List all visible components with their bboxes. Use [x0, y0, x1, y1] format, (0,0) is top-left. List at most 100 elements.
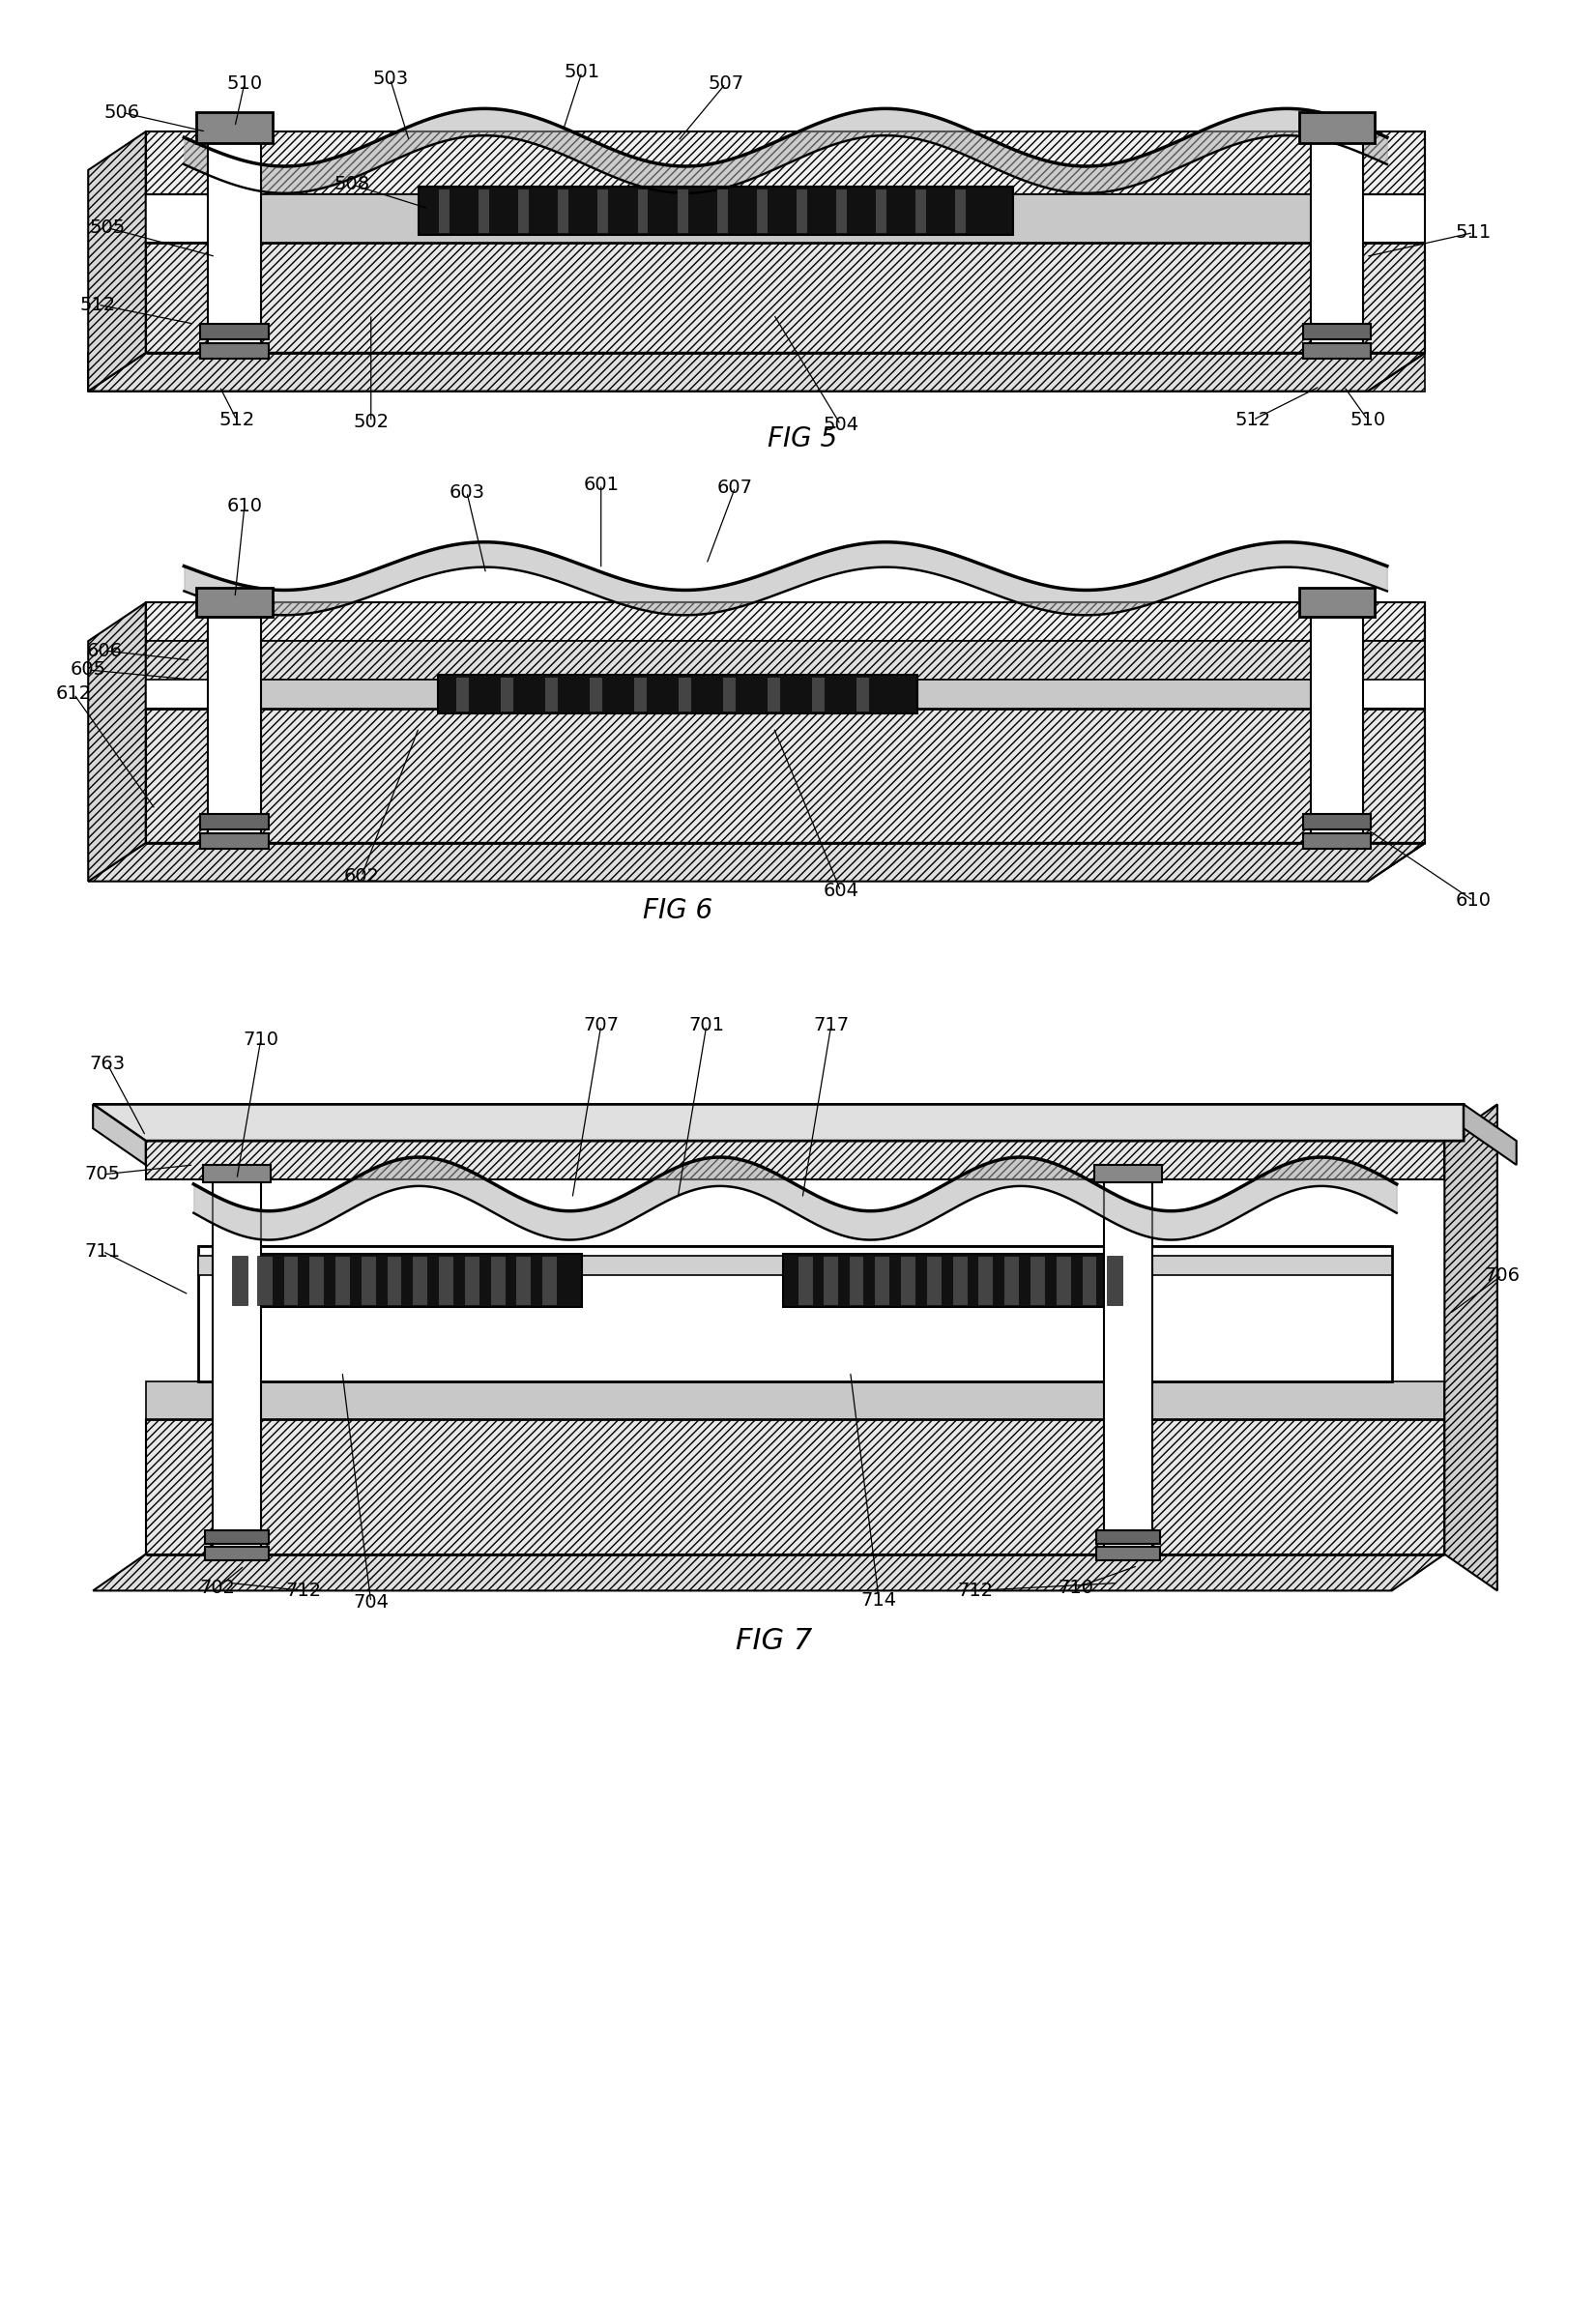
Bar	[201, 344, 268, 358]
Bar	[145, 242, 1425, 353]
Bar	[597, 188, 608, 232]
Polygon shape	[1464, 1104, 1516, 1164]
Bar	[386, 1257, 402, 1306]
Bar	[1029, 1257, 1045, 1306]
Text: 501: 501	[563, 63, 600, 81]
Text: 707: 707	[583, 1016, 619, 1034]
Polygon shape	[88, 353, 1425, 390]
Bar	[1302, 834, 1371, 848]
Text: FIG 5: FIG 5	[768, 425, 838, 453]
Bar	[1310, 123, 1363, 353]
Text: 610: 610	[1456, 892, 1491, 909]
Bar	[1080, 1257, 1096, 1306]
Bar	[145, 1420, 1444, 1555]
Bar	[835, 188, 847, 232]
Bar	[678, 676, 691, 711]
Bar	[437, 674, 918, 713]
Bar	[203, 1164, 270, 1183]
Text: 510: 510	[1350, 411, 1385, 430]
Text: 701: 701	[688, 1016, 725, 1034]
Bar	[1310, 597, 1363, 844]
Bar	[201, 834, 268, 848]
Bar	[855, 676, 870, 711]
Bar	[951, 1257, 967, 1306]
Bar	[1108, 1257, 1122, 1306]
Bar	[1302, 813, 1371, 830]
Text: 511: 511	[1456, 223, 1491, 242]
Bar	[811, 676, 825, 711]
Text: 505: 505	[89, 218, 126, 237]
Bar	[88, 353, 1425, 390]
Text: 610: 610	[227, 497, 262, 516]
Bar	[145, 132, 1425, 195]
Bar	[490, 1257, 506, 1306]
Text: 512: 512	[80, 295, 117, 314]
Text: 705: 705	[85, 1164, 121, 1183]
Bar	[875, 188, 886, 232]
Text: 612: 612	[56, 686, 91, 704]
Text: 512: 512	[219, 411, 255, 430]
Bar	[717, 188, 728, 232]
Bar	[437, 1257, 453, 1306]
Bar	[954, 188, 966, 232]
Bar	[217, 1255, 583, 1306]
Bar	[677, 188, 688, 232]
Bar	[145, 641, 1425, 679]
Text: 706: 706	[1484, 1267, 1519, 1285]
Bar	[241, 195, 1329, 242]
Bar	[1055, 1257, 1071, 1306]
Text: 714: 714	[862, 1592, 897, 1611]
Text: 603: 603	[448, 483, 485, 502]
Bar	[795, 188, 808, 232]
Text: 502: 502	[353, 414, 389, 432]
Bar	[915, 188, 926, 232]
Bar	[437, 188, 450, 232]
Polygon shape	[93, 1555, 1444, 1590]
Bar	[517, 188, 528, 232]
Text: 763: 763	[89, 1055, 126, 1074]
Bar	[201, 323, 268, 339]
Bar	[207, 597, 260, 844]
Bar	[849, 1257, 863, 1306]
Polygon shape	[88, 844, 1425, 881]
Text: 702: 702	[200, 1578, 236, 1597]
Text: 602: 602	[343, 867, 380, 885]
Text: 710: 710	[1058, 1578, 1093, 1597]
Bar	[231, 1257, 247, 1306]
Bar	[198, 1257, 1392, 1276]
Bar	[455, 676, 469, 711]
Bar	[926, 1257, 942, 1306]
Bar	[257, 1257, 273, 1306]
Text: 504: 504	[822, 416, 859, 435]
Text: 506: 506	[104, 102, 140, 121]
Text: 711: 711	[85, 1243, 121, 1260]
Bar	[145, 1141, 1444, 1178]
Text: 507: 507	[707, 74, 744, 93]
Bar	[978, 1257, 993, 1306]
Bar	[589, 676, 602, 711]
Text: 601: 601	[583, 474, 619, 493]
Text: 606: 606	[86, 641, 123, 660]
Bar	[145, 709, 1425, 844]
Bar	[798, 1257, 812, 1306]
Bar	[766, 676, 780, 711]
Text: FIG 7: FIG 7	[736, 1627, 812, 1655]
Bar	[477, 188, 490, 232]
Text: 717: 717	[812, 1016, 849, 1034]
Bar	[335, 1257, 350, 1306]
Bar	[757, 188, 768, 232]
Bar	[201, 813, 268, 830]
Text: 508: 508	[334, 174, 370, 193]
Text: 512: 512	[1235, 411, 1270, 430]
Bar	[145, 1380, 1444, 1420]
Bar	[464, 1257, 479, 1306]
Bar	[634, 676, 646, 711]
Text: 704: 704	[353, 1592, 389, 1611]
Bar	[637, 188, 648, 232]
Text: 503: 503	[372, 70, 409, 88]
Bar	[1299, 112, 1374, 144]
Bar	[1299, 588, 1374, 618]
Bar	[544, 676, 557, 711]
Bar	[145, 602, 1425, 641]
Bar	[875, 1257, 889, 1306]
